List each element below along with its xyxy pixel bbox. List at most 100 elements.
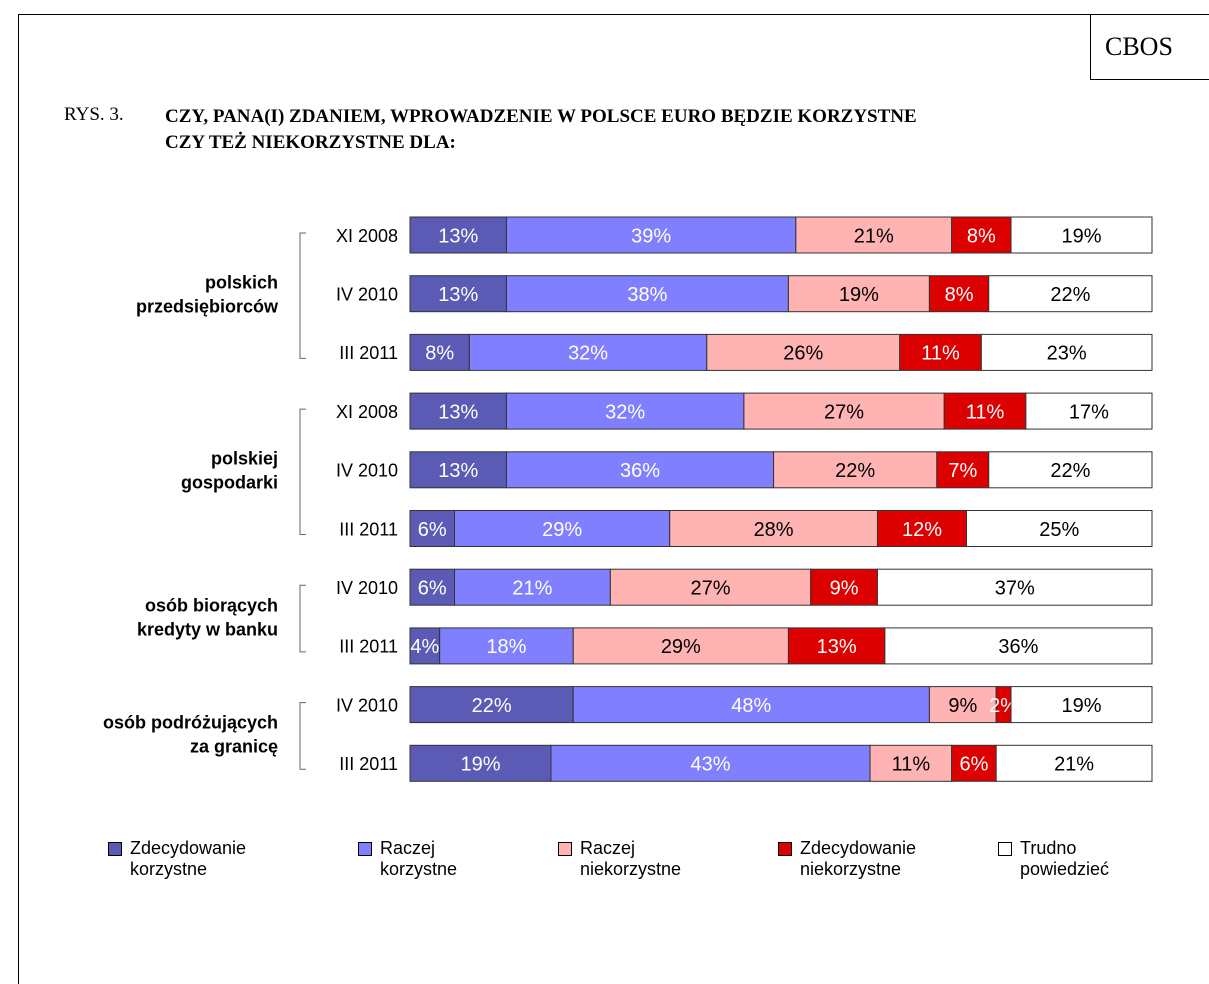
- figure-label: RYS. 3.: [64, 104, 124, 125]
- data-label: 7%: [948, 460, 977, 482]
- data-label: 13%: [438, 284, 478, 306]
- data-label: 6%: [418, 577, 447, 599]
- bar-segment: [505, 392, 745, 430]
- bar-segment: [995, 744, 1153, 782]
- data-label: 8%: [425, 343, 454, 365]
- data-label: 19%: [1061, 225, 1101, 247]
- data-label: 48%: [731, 695, 771, 717]
- data-label: 11%: [966, 401, 1005, 423]
- title-line: CZY TEŻ NIEKORZYSTNE DLA:: [165, 132, 456, 153]
- legend-item: Raczej niekorzystne: [558, 838, 730, 880]
- bar-segment: [884, 627, 1153, 665]
- bar-segment: [505, 275, 789, 313]
- bar-segment: [988, 451, 1153, 489]
- bar-segment: [1010, 686, 1153, 724]
- bar-segment: [936, 451, 990, 489]
- y-tick-label: IV 2010: [336, 695, 398, 715]
- data-label: 12%: [902, 519, 942, 541]
- data-label: 13%: [817, 636, 857, 658]
- bar-segment: [409, 627, 441, 665]
- legend-label: Trudno powiedzieć: [1020, 838, 1110, 879]
- group-label: za granicę: [190, 737, 278, 757]
- y-tick-label: III 2011: [339, 343, 398, 363]
- data-label: 6%: [959, 754, 988, 776]
- y-tick-label: III 2011: [339, 519, 398, 539]
- bar-segment: [787, 275, 930, 313]
- bar-segment: [899, 333, 982, 371]
- data-label: 22%: [1050, 460, 1090, 482]
- data-label: 38%: [627, 284, 667, 306]
- legend-item: Zdecydowanie korzystne: [108, 838, 280, 880]
- group-bracket: [299, 408, 306, 535]
- bar-segment: [951, 216, 1012, 254]
- legend: Zdecydowanie korzystne Raczej korzystne Ra…: [0, 838, 1209, 898]
- group-label: kredyty w banku: [137, 619, 278, 639]
- bar-segment: [869, 744, 953, 782]
- bar-segment: [876, 510, 968, 547]
- bar-segment: [550, 744, 871, 782]
- data-label: 8%: [967, 225, 996, 247]
- data-label: 29%: [661, 636, 701, 658]
- source-badge: CBOS: [1090, 14, 1209, 80]
- data-label: 13%: [438, 225, 478, 247]
- group-label: gospodarki: [181, 473, 278, 493]
- data-label: 8%: [945, 284, 974, 306]
- data-label: 37%: [995, 577, 1035, 599]
- data-label: 13%: [438, 401, 478, 423]
- group-label: polskich: [205, 272, 278, 292]
- legend-swatch: [998, 842, 1012, 856]
- bar-segment: [966, 510, 1153, 547]
- bar-segment: [980, 333, 1153, 371]
- group-label: osób biorących: [145, 595, 278, 615]
- bar-segment: [1010, 216, 1153, 254]
- bar-segment: [951, 744, 997, 782]
- legend-label: Zdecydowanie niekorzystne: [800, 838, 917, 879]
- legend-swatch: [558, 842, 572, 856]
- y-tick-label: XI 2008: [336, 226, 398, 246]
- bar-segment: [572, 627, 789, 665]
- bar-segment: [505, 451, 775, 489]
- legend-item: Trudno powiedzieć: [998, 838, 1170, 880]
- data-label: 28%: [754, 519, 794, 541]
- legend-label: Raczej niekorzystne: [580, 838, 682, 879]
- group-bracket: [299, 232, 306, 359]
- data-label: 21%: [512, 577, 552, 599]
- data-label: 36%: [998, 636, 1038, 658]
- bar-segment: [409, 333, 470, 371]
- bar-segment: [409, 744, 552, 782]
- bar-segment: [773, 451, 938, 489]
- y-tick-label: XI 2008: [336, 402, 398, 422]
- bar-segment: [988, 275, 1153, 313]
- bar-segment: [409, 510, 456, 547]
- data-label: 13%: [438, 460, 478, 482]
- bar-segment: [706, 333, 901, 371]
- data-label: 23%: [1047, 343, 1087, 365]
- data-label: 29%: [542, 519, 582, 541]
- legend-label: Zdecydowanie korzystne: [130, 838, 247, 879]
- group-label: przedsiębiorców: [136, 296, 279, 316]
- data-label: 17%: [1069, 401, 1109, 423]
- y-tick-label: IV 2010: [336, 578, 398, 598]
- data-label: 11%: [921, 343, 960, 365]
- bar-segment: [409, 392, 507, 430]
- bar-segment: [669, 510, 878, 547]
- bar-segment: [928, 275, 990, 313]
- group-bracket: [299, 702, 306, 770]
- legend-item: Zdecydowanie niekorzystne: [778, 838, 950, 880]
- y-tick-label: IV 2010: [336, 461, 398, 481]
- data-label: 18%: [486, 636, 526, 658]
- bar-segment: [743, 392, 945, 430]
- data-label: 32%: [568, 343, 608, 365]
- data-label: 39%: [631, 225, 671, 247]
- bar-segment: [810, 568, 878, 606]
- data-label: 19%: [839, 284, 879, 306]
- y-tick-label: III 2011: [339, 637, 398, 657]
- data-label: 27%: [690, 577, 730, 599]
- data-label: 22%: [835, 460, 875, 482]
- bar-segment: [409, 216, 507, 254]
- bar-segment: [409, 568, 456, 606]
- data-label: 32%: [605, 401, 645, 423]
- legend-swatch: [778, 842, 792, 856]
- bar-segment: [609, 568, 812, 606]
